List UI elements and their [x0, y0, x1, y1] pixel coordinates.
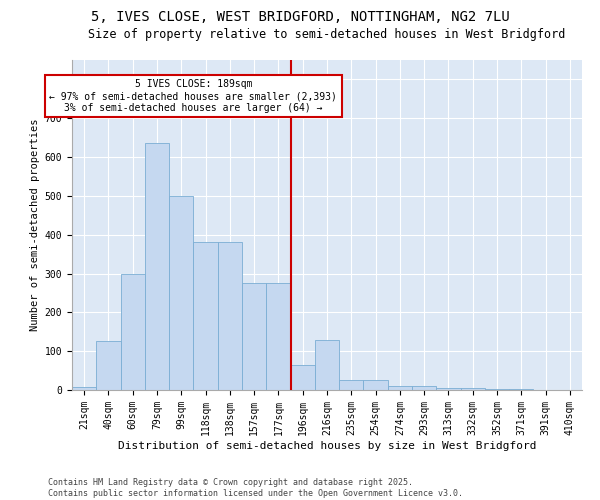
Bar [339, 380, 364, 390]
Bar [315, 340, 339, 390]
Bar [461, 388, 485, 390]
Y-axis label: Number of semi-detached properties: Number of semi-detached properties [31, 118, 40, 331]
Bar [121, 274, 145, 390]
Bar [436, 388, 461, 390]
Bar [509, 389, 533, 390]
Bar [364, 380, 388, 390]
Bar [485, 389, 509, 390]
Bar [388, 386, 412, 390]
Bar [96, 342, 121, 390]
Bar [72, 387, 96, 390]
Bar [193, 242, 218, 390]
X-axis label: Distribution of semi-detached houses by size in West Bridgford: Distribution of semi-detached houses by … [118, 440, 536, 450]
Text: 5, IVES CLOSE, WEST BRIDGFORD, NOTTINGHAM, NG2 7LU: 5, IVES CLOSE, WEST BRIDGFORD, NOTTINGHA… [91, 10, 509, 24]
Bar [218, 242, 242, 390]
Bar [290, 365, 315, 390]
Bar [242, 283, 266, 390]
Bar [412, 386, 436, 390]
Bar [145, 144, 169, 390]
Bar [266, 283, 290, 390]
Text: 5 IVES CLOSE: 189sqm
← 97% of semi-detached houses are smaller (2,393)
3% of sem: 5 IVES CLOSE: 189sqm ← 97% of semi-detac… [49, 80, 337, 112]
Text: Contains HM Land Registry data © Crown copyright and database right 2025.
Contai: Contains HM Land Registry data © Crown c… [48, 478, 463, 498]
Title: Size of property relative to semi-detached houses in West Bridgford: Size of property relative to semi-detach… [88, 28, 566, 41]
Bar [169, 196, 193, 390]
